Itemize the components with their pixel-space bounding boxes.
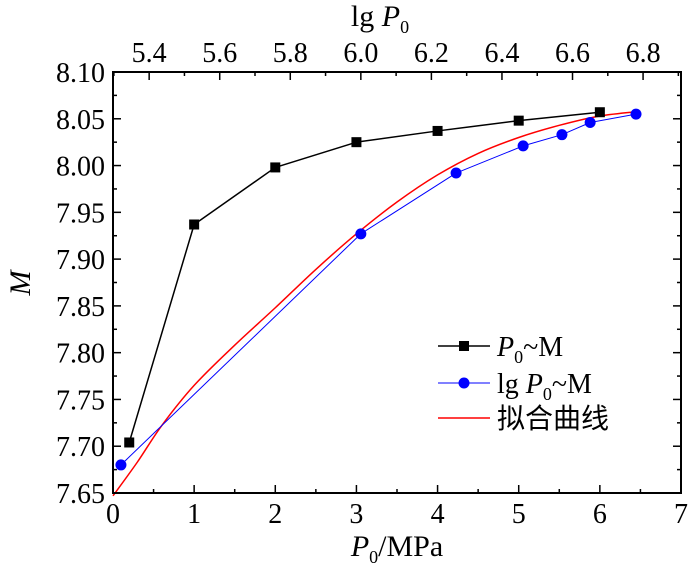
top-tick-label: 6.8	[626, 38, 661, 69]
bottom-axis-title: P0/MPa	[350, 530, 443, 566]
data-point-circle	[584, 117, 596, 129]
data-point-square	[270, 162, 281, 173]
legend-label-lgp0-m-rest: ~M	[552, 369, 592, 400]
data-point-square	[351, 137, 362, 148]
bottom-tick-label: 6	[593, 499, 607, 530]
top-axis-ticks: 5.4 5.6 5.8 6.0 6.2 6.4 6.6 6.8	[113, 38, 680, 80]
y-axis-ticks: 7.65 7.70 7.75 7.80 7.85 7.90 7.95 8.00 8.05 8.10	[56, 58, 681, 510]
legend-label-lgp0-m-sub: 0	[543, 384, 552, 404]
data-point-square	[594, 107, 605, 118]
top-tick-label: 6.2	[414, 38, 449, 69]
legend-label-lgp0-m-prefix: lg	[497, 369, 526, 400]
plot-content	[112, 107, 642, 497]
legend-label-p0-m-sub: 0	[514, 347, 523, 367]
legend-item-lgp0-m: lg P0~M	[438, 369, 592, 404]
y-tick-label: 8.10	[56, 58, 105, 89]
y-tick-label: 7.75	[56, 385, 105, 416]
bottom-tick-label: 7	[674, 499, 688, 530]
top-axis-title-var: P	[381, 0, 400, 33]
data-point-square	[513, 115, 524, 126]
top-axis-title-sub: 0	[400, 17, 409, 37]
data-point-square	[189, 219, 200, 230]
top-axis-title: lg P0	[351, 0, 409, 37]
y-tick-label: 7.70	[56, 432, 105, 463]
data-point-circle	[556, 129, 568, 141]
legend-marker-square	[459, 341, 469, 351]
data-point-circle	[517, 140, 529, 152]
top-tick-label: 6.6	[555, 38, 590, 69]
legend-label-p0-m: P0~M	[496, 332, 563, 367]
top-tick-label: 5.4	[132, 38, 167, 69]
top-tick-label: 6.4	[484, 38, 519, 69]
y-tick-label: 7.80	[56, 339, 105, 370]
y-tick-label: 7.85	[56, 292, 105, 323]
bottom-axis-ticks: 0 1 2 3 4 5 6 7	[106, 485, 688, 530]
data-point-square	[124, 437, 135, 448]
bottom-tick-label: 2	[268, 499, 282, 530]
data-point-circle	[115, 459, 127, 471]
bottom-axis-title-var: P	[350, 530, 369, 563]
y-tick-label: 8.00	[56, 152, 105, 183]
legend: P0~M lg P0~M 拟合曲线	[438, 332, 609, 435]
bottom-axis-title-sub: 0	[369, 547, 378, 566]
top-axis-title-prefix: lg	[351, 0, 382, 33]
bottom-tick-label: 1	[187, 499, 201, 530]
legend-label-p0-m-rest: ~M	[523, 332, 563, 363]
y-axis-title: M	[4, 269, 37, 297]
bottom-tick-label: 4	[431, 499, 445, 530]
y-tick-label: 7.65	[56, 479, 105, 510]
top-tick-label: 6.0	[343, 38, 378, 69]
data-point-circle	[355, 228, 367, 240]
bottom-tick-label: 0	[106, 499, 120, 530]
bottom-tick-label: 3	[349, 499, 363, 530]
legend-item-p0-m: P0~M	[438, 332, 563, 367]
data-point-circle	[630, 108, 642, 120]
y-tick-label: 7.95	[56, 198, 105, 229]
data-point-circle	[450, 167, 462, 179]
legend-item-fit-curve: 拟合曲线	[438, 403, 609, 435]
legend-marker-circle	[458, 377, 470, 389]
legend-label-p0-m-var: P	[496, 332, 514, 363]
legend-label-lgp0-m: lg P0~M	[497, 369, 592, 404]
bottom-axis-title-unit: /MPa	[378, 530, 443, 563]
y-tick-label: 7.90	[56, 245, 105, 276]
legend-label-fit-curve: 拟合曲线	[497, 403, 609, 435]
y-tick-label: 8.05	[56, 105, 105, 136]
top-tick-label: 5.6	[202, 38, 237, 69]
top-tick-label: 5.8	[273, 38, 308, 69]
legend-label-lgp0-m-var: P	[525, 369, 543, 400]
bottom-tick-label: 5	[512, 499, 526, 530]
data-point-square	[432, 125, 443, 136]
